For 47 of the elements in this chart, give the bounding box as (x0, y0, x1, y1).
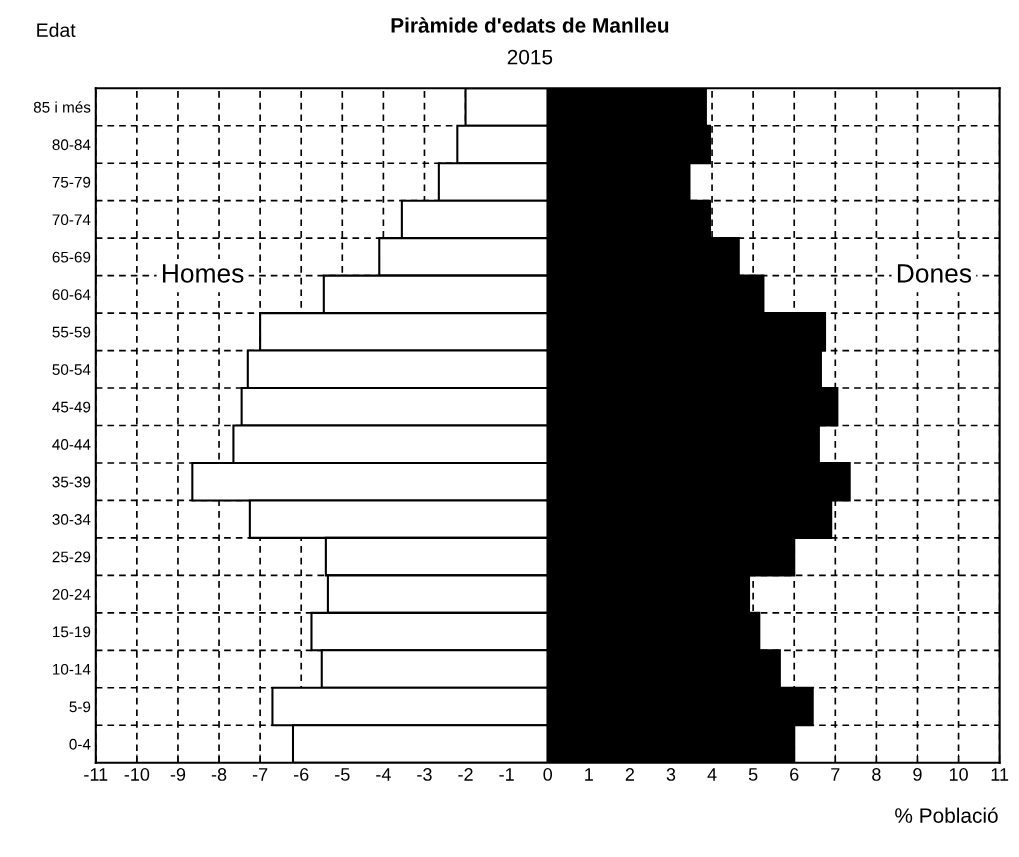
x-tick-label: -8 (211, 768, 227, 781)
x-tick-label: 11 (991, 768, 1009, 781)
y-tick-label: 45-49 (52, 401, 91, 413)
y-tick-label: 60-64 (52, 289, 91, 301)
y-tick-label: 5-9 (69, 701, 91, 713)
chart-title: Piràmide d'edats de Manlleu (391, 17, 669, 33)
x-tick-label: -9 (170, 768, 186, 781)
y-tick-label: 10-14 (53, 663, 91, 675)
x-tick-label: 5 (748, 768, 758, 781)
x-tick-label: -6 (293, 768, 309, 781)
x-tick-label: 10 (949, 768, 968, 781)
series-label: Homes (162, 264, 244, 283)
x-tick-label: 1 (585, 768, 593, 781)
x-tick-label: -11 (84, 768, 108, 781)
x-tick-label: 0 (543, 768, 553, 781)
x-axis-title: % Població (895, 807, 998, 823)
chart-subtitle: 2015 (507, 49, 553, 65)
y-tick-label: 70-74 (52, 214, 91, 226)
y-tick-label: 35-39 (52, 476, 91, 488)
y-tick-label: 30-34 (52, 514, 91, 525)
x-tick-label: -3 (417, 768, 432, 781)
text: Dones (897, 264, 972, 283)
x-tick-label: -2 (458, 768, 473, 781)
x-tick-label: -10 (124, 768, 150, 781)
x-tick-label: 4 (707, 768, 717, 781)
x-tick-label: 8 (872, 768, 881, 781)
y-tick-label: 20-24 (52, 588, 91, 600)
y-tick-label: 85 i més (33, 101, 91, 113)
y-tick-label: 0-4 (69, 738, 91, 750)
x-tick-label: 6 (790, 768, 799, 781)
x-tick-label: 7 (831, 768, 840, 781)
y-tick-label: 50-54 (52, 364, 91, 375)
x-tick-label: -5 (335, 768, 350, 781)
y-tick-label: 65-69 (52, 251, 91, 263)
y-tick-label: 25-29 (52, 551, 91, 563)
x-tick-label: 9 (913, 768, 922, 781)
y-tick-label: 75-79 (52, 176, 91, 188)
y-tick-label: 40-44 (52, 439, 91, 450)
x-tick-label: -7 (252, 768, 268, 781)
x-tick-label: 2 (625, 768, 634, 781)
y-tick-label: 80-84 (52, 139, 91, 151)
y-tick-label: 15-19 (53, 626, 91, 638)
x-tick-label: -4 (376, 768, 391, 781)
y-tick-label: 55-59 (52, 326, 91, 338)
y-axis-title: Edat (37, 22, 76, 38)
x-tick-label: 3 (666, 768, 676, 781)
x-tick-label: -1 (499, 768, 514, 781)
